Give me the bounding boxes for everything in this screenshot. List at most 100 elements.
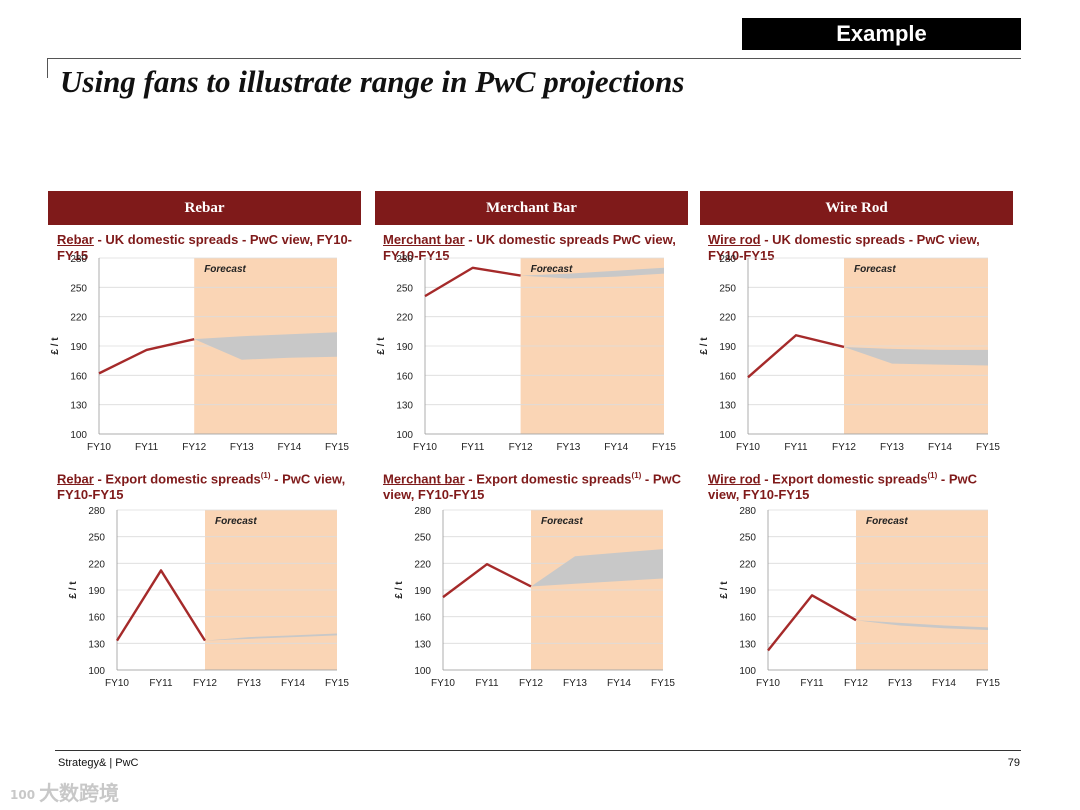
y-tick-label: 100 — [70, 430, 87, 441]
chart-title-2: Wire rod - UK domestic spreads - PwC vie… — [708, 232, 1008, 264]
chart-title-4: Merchant bar - Export domestic spreads(1… — [383, 468, 683, 503]
chart-title-footnote: (1) — [260, 471, 271, 480]
x-tick-label: FY13 — [888, 678, 912, 689]
actual-series-line — [767, 594, 857, 652]
chart-title-product: Rebar — [57, 232, 94, 247]
y-tick-label: 250 — [70, 283, 87, 294]
y-tick-label: 280 — [414, 506, 431, 517]
line-chart-1: Forecast 100 130 160 190 220 250 280 FY10 FY11 FY1… — [376, 254, 676, 453]
y-tick-label: 190 — [88, 586, 105, 597]
chart-title-footnote: (1) — [631, 471, 642, 480]
x-tick-label: FY10 — [431, 678, 455, 689]
y-tick-label: 190 — [70, 342, 87, 353]
y-tick-label: 250 — [739, 533, 756, 544]
chart-title-suffix: - PwC view, FY10-FY15 — [57, 471, 346, 503]
x-tick-label: FY12 — [509, 442, 533, 453]
y-tick-label: 280 — [719, 254, 736, 265]
x-tick-label: FY12 — [193, 678, 217, 689]
y-axis-label: £ / t — [50, 337, 61, 355]
chart-title-product: Merchant bar — [383, 232, 465, 247]
y-tick-label: 130 — [88, 639, 105, 650]
chart-title-product: Wire rod — [708, 471, 761, 487]
chart-title-text: - Export domestic spreads — [464, 471, 632, 487]
x-tick-label: FY12 — [182, 442, 206, 453]
line-chart-2: Forecast 100 130 160 190 220 250 280 FY10 FY11 FY1… — [699, 254, 1000, 453]
line-chart-0: Forecast 100 130 160 190 220 250 280 FY10 FY11 FY1… — [50, 254, 349, 453]
forecast-label: Forecast — [531, 264, 573, 275]
watermark-logo: 100 — [10, 787, 36, 802]
y-tick-label: 160 — [88, 613, 105, 624]
forecast-label: Forecast — [866, 516, 908, 527]
y-axis-label: £ / t — [699, 337, 710, 355]
chart-title-text: - Export domestic spreads — [760, 471, 928, 487]
y-tick-label: 220 — [88, 559, 105, 570]
y-tick-label: 220 — [719, 313, 736, 324]
forecast-fan — [205, 633, 337, 641]
chart-title-0: Rebar - UK domestic spreads - PwC view, … — [57, 232, 357, 264]
chart-title-product: Merchant bar — [383, 471, 465, 487]
y-tick-label: 280 — [70, 254, 87, 265]
watermark-text: 大数跨境 — [39, 781, 120, 805]
chart-title-text: - UK domestic spreads - PwC view, FY10-F… — [57, 232, 353, 263]
x-tick-label: FY14 — [932, 678, 956, 689]
y-tick-label: 160 — [396, 371, 413, 382]
chart-title-suffix: - PwC view, FY10-FY15 — [708, 471, 978, 503]
actual-series-line — [98, 337, 195, 375]
footer-source: Strategy& | PwC — [58, 757, 139, 769]
example-badge: Example — [742, 18, 1021, 50]
chart-title-text: - UK domestic spreads PwC view, FY10-FY1… — [383, 232, 676, 263]
y-tick-label: 250 — [396, 283, 413, 294]
bottom-divider — [55, 750, 1021, 751]
x-tick-label: FY11 — [800, 678, 824, 689]
y-axis-label: £ / t — [376, 337, 387, 355]
y-tick-label: 190 — [719, 342, 736, 353]
x-tick-label: FY14 — [604, 442, 628, 453]
x-tick-label: FY12 — [832, 442, 856, 453]
x-tick-label: FY15 — [976, 678, 1000, 689]
y-tick-label: 250 — [414, 533, 431, 544]
x-tick-label: FY15 — [976, 442, 1000, 453]
x-tick-label: FY13 — [880, 442, 904, 453]
forecast-fan — [844, 346, 988, 366]
line-chart-3: Forecast 100 130 160 190 220 250 280 FY10 FY11 FY1… — [68, 506, 349, 689]
chart-title-text: - Export domestic spreads — [93, 471, 261, 487]
chart-title-3: Rebar - Export domestic spreads(1) - PwC… — [57, 468, 357, 503]
y-tick-label: 220 — [396, 313, 413, 324]
forecast-fan — [194, 332, 337, 360]
panel-header-wire-rod: Wire Rod — [700, 191, 1013, 225]
x-tick-label: FY12 — [844, 678, 868, 689]
chart-title-text: - UK domestic spreads - PwC view, FY10-F… — [708, 232, 980, 263]
y-tick-label: 160 — [414, 613, 431, 624]
y-tick-label: 100 — [396, 430, 413, 441]
y-tick-label: 280 — [396, 254, 413, 265]
x-tick-label: FY14 — [277, 442, 301, 453]
forecast-label: Forecast — [541, 516, 583, 527]
x-tick-label: FY14 — [928, 442, 952, 453]
y-tick-label: 280 — [88, 506, 105, 517]
watermark: 100 大数跨境 — [10, 777, 119, 806]
y-tick-label: 130 — [719, 401, 736, 412]
chart-title-5: Wire rod - Export domestic spreads(1) - … — [708, 468, 1008, 503]
y-tick-label: 130 — [414, 639, 431, 650]
forecast-label: Forecast — [204, 264, 246, 275]
y-tick-label: 160 — [719, 371, 736, 382]
x-tick-label: FY13 — [563, 678, 587, 689]
x-tick-label: FY15 — [325, 678, 349, 689]
x-tick-label: FY10 — [736, 442, 760, 453]
line-chart-4: Forecast 100 130 160 190 220 250 280 FY10 FY11 FY1… — [394, 506, 675, 689]
forecast-label: Forecast — [215, 516, 257, 527]
x-tick-label: FY13 — [237, 678, 261, 689]
x-tick-label: FY10 — [413, 442, 437, 453]
y-tick-label: 220 — [739, 559, 756, 570]
chart-title-product: Rebar — [57, 471, 94, 487]
forecast-label: Forecast — [854, 264, 896, 275]
y-tick-label: 280 — [739, 506, 756, 517]
y-tick-label: 100 — [88, 666, 105, 677]
y-axis-label: £ / t — [68, 581, 79, 599]
top-divider — [47, 58, 1021, 59]
forecast-fan — [520, 267, 664, 279]
x-tick-label: FY10 — [105, 678, 129, 689]
y-tick-label: 100 — [719, 430, 736, 441]
chart-title-product: Wire rod — [708, 232, 761, 247]
y-tick-label: 130 — [739, 639, 756, 650]
